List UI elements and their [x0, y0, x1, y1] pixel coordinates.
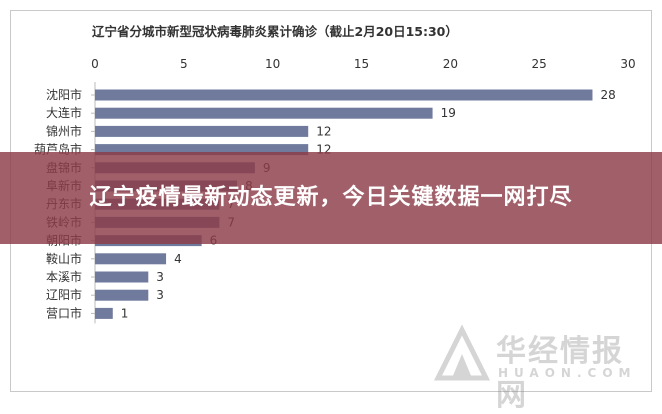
data-label: 3 [156, 288, 164, 302]
data-label: 12 [316, 124, 331, 138]
bar [95, 125, 309, 137]
category-label: 本溪市 [46, 269, 82, 284]
bar [95, 253, 167, 265]
category-label: 鞍山市 [46, 251, 82, 266]
data-label: 4 [174, 252, 182, 266]
data-label: 3 [156, 270, 164, 284]
headline-banner: 辽宁疫情最新动态更新，今日关键数据一网打尽 [0, 152, 662, 244]
bar [95, 144, 309, 156]
watermark-cn: 华经情报网 [496, 334, 624, 413]
x-tick-label: 20 [443, 57, 458, 71]
bar [95, 89, 593, 101]
watermark: 华经情报网 HUAON.COM [432, 322, 648, 413]
category-label: 沈阳市 [46, 87, 82, 102]
bar [95, 271, 149, 283]
bar [95, 107, 433, 119]
watermark-en: HUAON.COM [498, 366, 637, 380]
data-label: 19 [441, 106, 456, 120]
x-tick-label: 5 [180, 57, 188, 71]
x-tick-label: 25 [532, 57, 547, 71]
category-label: 营口市 [46, 305, 82, 320]
category-label: 锦州市 [46, 123, 82, 138]
category-label: 大连市 [46, 105, 82, 120]
data-label: 1 [121, 306, 129, 320]
huaon-logo-icon [433, 324, 491, 381]
bar [95, 307, 113, 319]
x-tick-label: 10 [265, 57, 280, 71]
category-label: 辽阳市 [46, 287, 82, 302]
bar [95, 289, 149, 301]
x-tick-label: 0 [91, 57, 99, 71]
data-label: 28 [600, 88, 615, 102]
chart-title: 辽宁省分城市新型冠状病毒肺炎累计确诊（截止2月20日15:30） [92, 24, 458, 39]
headline-text: 辽宁疫情最新动态更新，今日关键数据一网打尽 [89, 185, 573, 210]
x-tick-label: 15 [354, 57, 369, 71]
x-tick-label: 30 [620, 57, 635, 71]
